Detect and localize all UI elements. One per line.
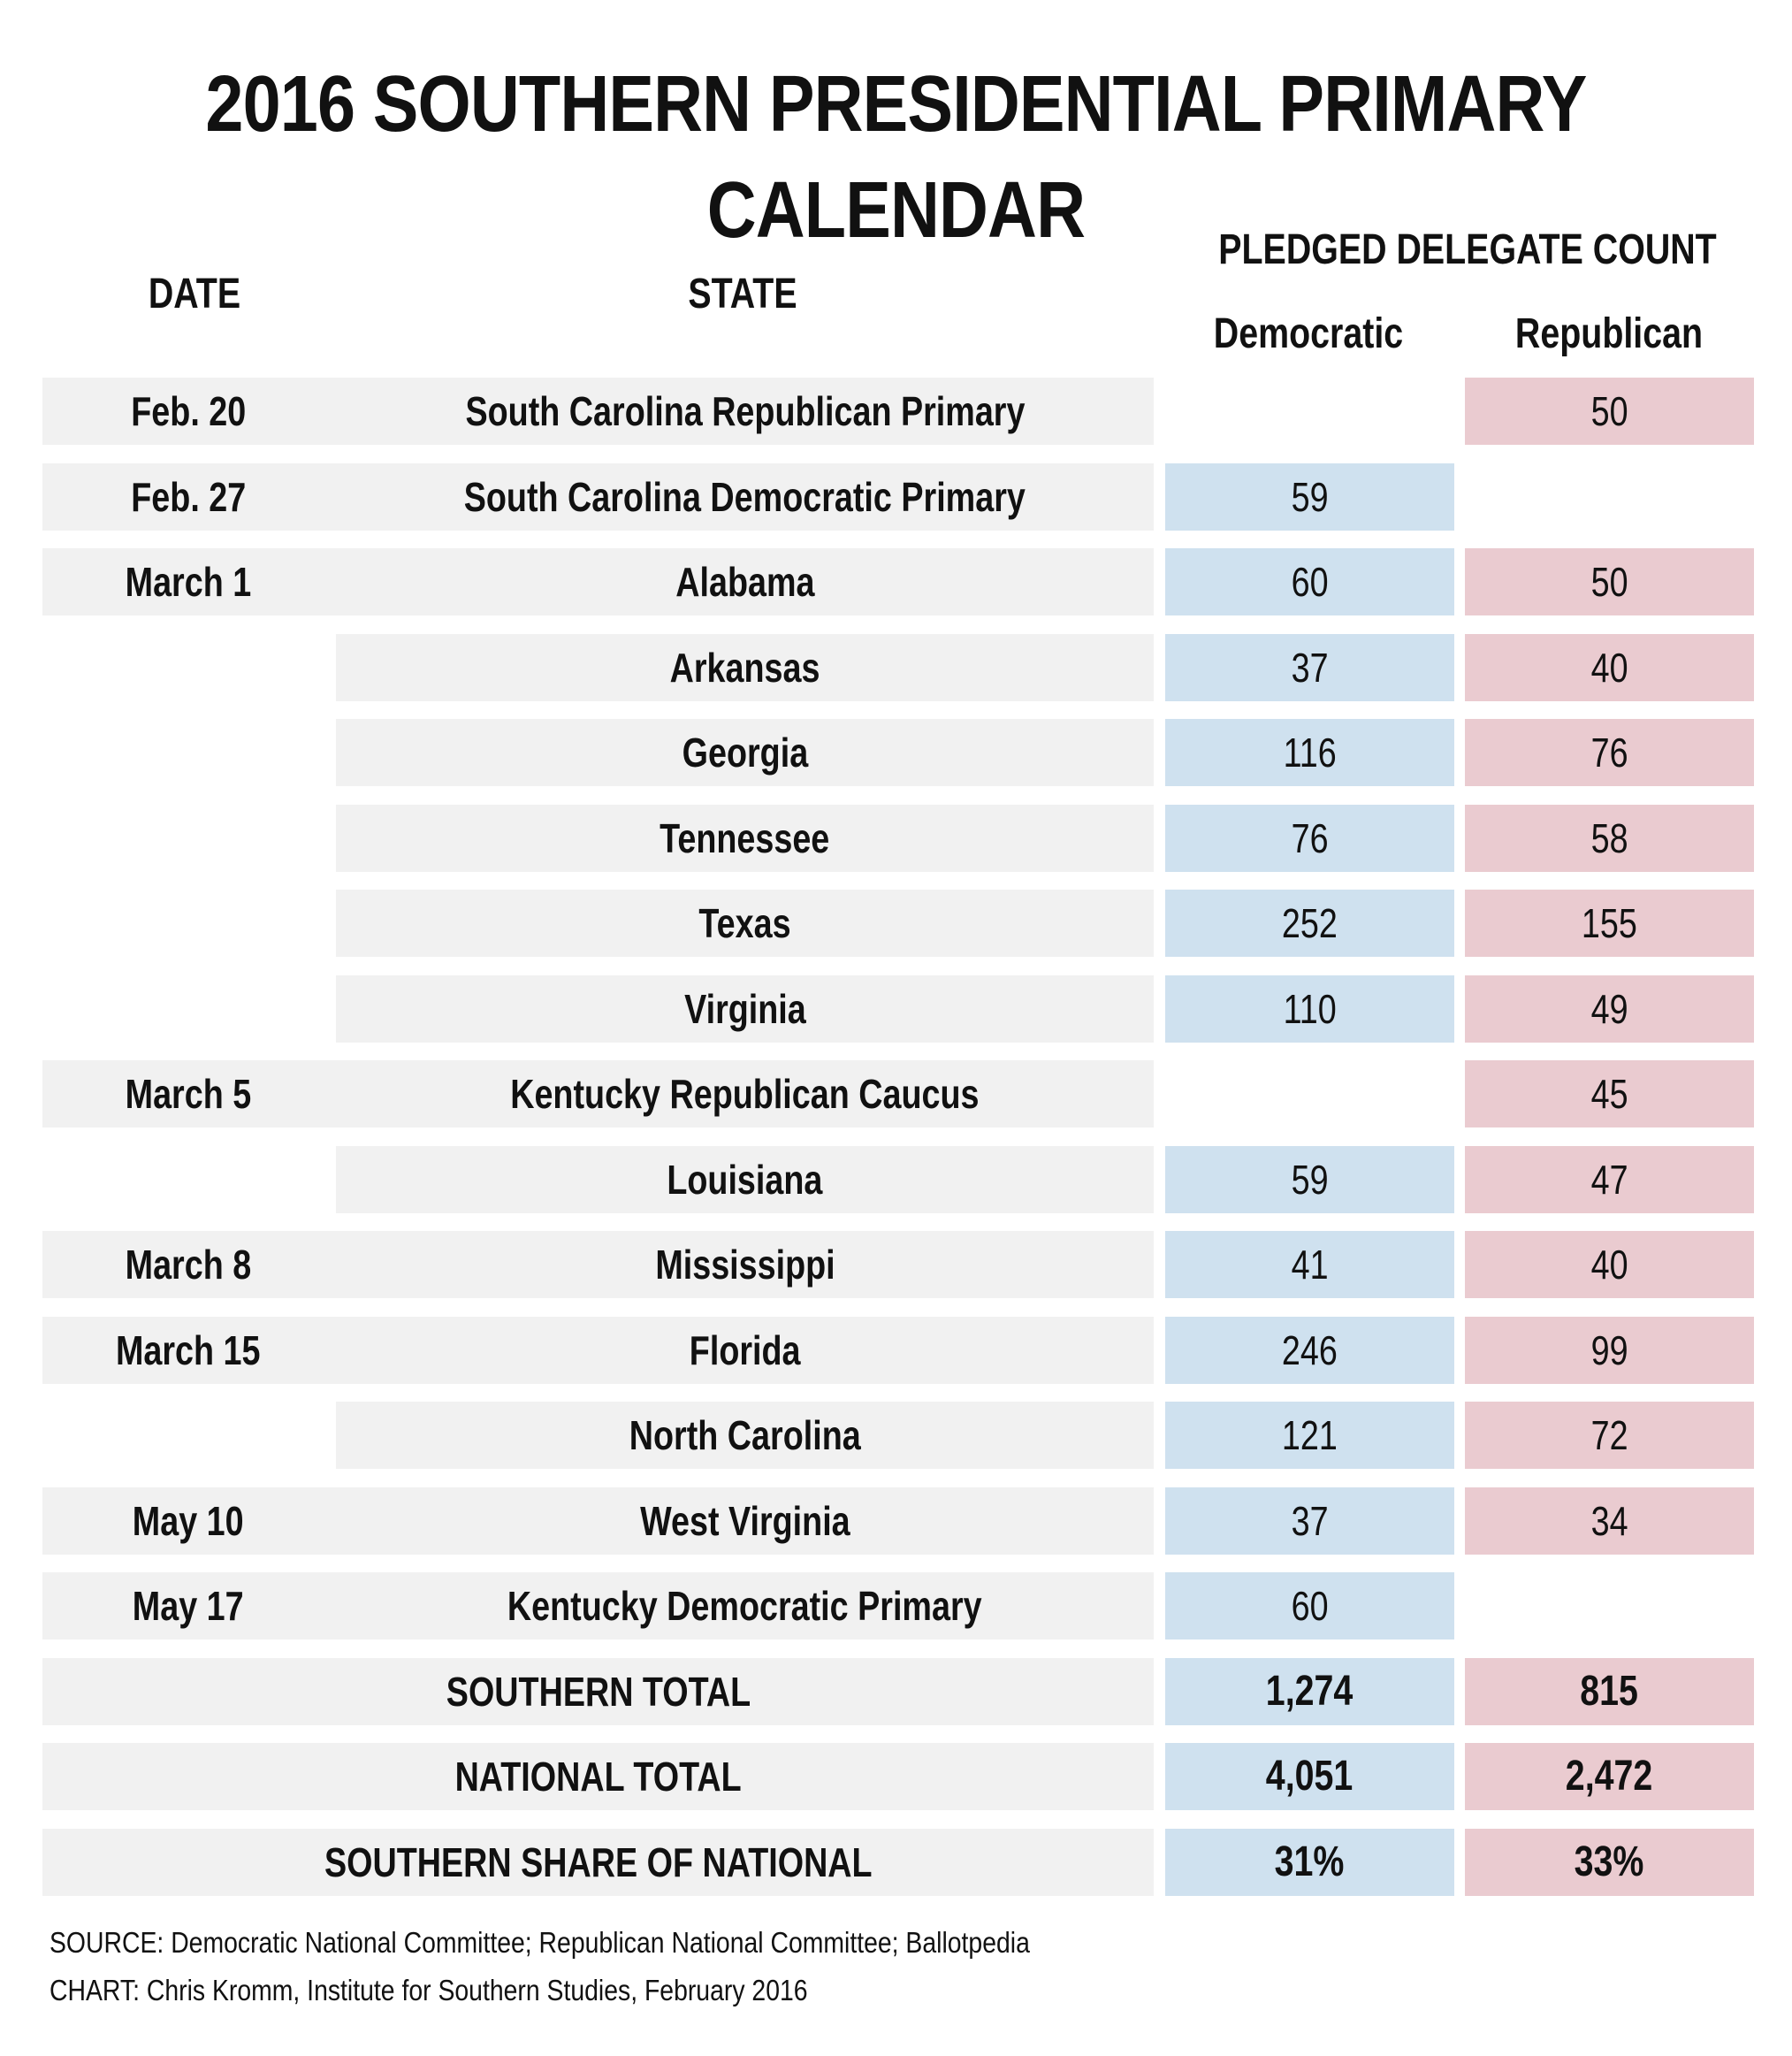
row-state: Georgia — [336, 719, 1154, 786]
row-state: South Carolina Democratic Primary — [463, 474, 1026, 520]
pledged-delegate-count-header: PLEDGED DELEGATE COUNT — [1218, 226, 1717, 273]
row-state: South Carolina Republican Primary — [465, 388, 1025, 434]
row-state: Arkansas — [336, 634, 1154, 701]
democratic-total: 1,274 — [1165, 1658, 1454, 1725]
row-state: Kentucky Democratic Primary — [507, 1583, 982, 1629]
republican-delegates: 34 — [1465, 1487, 1754, 1555]
republican-total: 2,472 — [1465, 1743, 1754, 1810]
republican-delegates: 49 — [1465, 975, 1754, 1043]
row-date: March 8 — [125, 1242, 252, 1288]
democratic-column-header: Democratic — [1213, 310, 1404, 357]
row-date-state-band — [42, 1060, 1154, 1127]
democratic-delegates: 121 — [1165, 1402, 1454, 1469]
total-label: NATIONAL TOTAL — [42, 1743, 1154, 1810]
row-date-state-band — [42, 548, 1154, 615]
row-state: Texas — [336, 890, 1154, 957]
row-date-state-band — [42, 1487, 1154, 1555]
source-note: SOURCE: Democratic National Committee; R… — [50, 1926, 1030, 1959]
democratic-delegates: 60 — [1165, 548, 1454, 615]
row-date-state-band — [42, 1231, 1154, 1298]
democratic-delegates: 60 — [1165, 1572, 1454, 1639]
democratic-delegates: 59 — [1165, 463, 1454, 531]
row-state: Florida — [689, 1327, 801, 1373]
total-label: SOUTHERN SHARE OF NATIONAL — [42, 1829, 1154, 1896]
democratic-delegates: 76 — [1165, 805, 1454, 872]
page-title: 2016 SOUTHERN PRESIDENTIAL PRIMARY CALEN… — [205, 60, 1587, 255]
democratic-delegates: 37 — [1165, 1487, 1454, 1555]
republican-delegates: 47 — [1465, 1146, 1754, 1213]
row-date: May 17 — [133, 1583, 244, 1629]
democratic-delegates: 116 — [1165, 719, 1454, 786]
row-date: Feb. 20 — [131, 388, 246, 434]
democratic-delegates: 252 — [1165, 890, 1454, 957]
row-date: March 1 — [125, 559, 252, 605]
row-state: North Carolina — [336, 1402, 1154, 1469]
row-date: March 5 — [125, 1071, 252, 1117]
democratic-delegates: 59 — [1165, 1146, 1454, 1213]
row-state: Mississippi — [654, 1242, 835, 1288]
democratic-delegates: 37 — [1165, 634, 1454, 701]
row-state: Virginia — [336, 975, 1154, 1043]
row-state: Alabama — [675, 559, 815, 605]
republican-delegates: 45 — [1465, 1060, 1754, 1127]
democratic-delegates: 41 — [1165, 1231, 1454, 1298]
state-column-header: STATE — [688, 271, 797, 317]
democratic-total: 31% — [1165, 1829, 1454, 1896]
democratic-delegates: 246 — [1165, 1317, 1454, 1384]
republican-total: 815 — [1465, 1658, 1754, 1725]
row-state: West Virginia — [639, 1498, 850, 1544]
republican-delegates: 155 — [1465, 890, 1754, 957]
row-state: Tennessee — [336, 805, 1154, 872]
republican-column-header: Republican — [1514, 310, 1704, 357]
democratic-total: 4,051 — [1165, 1743, 1454, 1810]
republican-delegates: 40 — [1465, 1231, 1754, 1298]
row-date: March 15 — [116, 1327, 261, 1373]
republican-delegates: 72 — [1465, 1402, 1754, 1469]
row-date-state-band — [42, 1317, 1154, 1384]
row-date-state-band — [42, 463, 1154, 531]
row-date: Feb. 27 — [131, 474, 246, 520]
row-state: Kentucky Republican Caucus — [510, 1071, 980, 1117]
republican-delegates: 58 — [1465, 805, 1754, 872]
republican-delegates: 40 — [1465, 634, 1754, 701]
row-state: Louisiana — [336, 1146, 1154, 1213]
row-date-state-band — [42, 378, 1154, 445]
republican-delegates: 50 — [1465, 378, 1754, 445]
chart-credit: CHART: Chris Kromm, Institute for Southe… — [50, 1974, 808, 2006]
row-date-state-band — [42, 1572, 1154, 1639]
republican-delegates: 76 — [1465, 719, 1754, 786]
republican-delegates: 50 — [1465, 548, 1754, 615]
date-column-header: DATE — [148, 271, 241, 317]
row-date: May 10 — [133, 1498, 244, 1544]
republican-total: 33% — [1465, 1829, 1754, 1896]
democratic-delegates: 110 — [1165, 975, 1454, 1043]
total-label: SOUTHERN TOTAL — [42, 1658, 1154, 1725]
republican-delegates: 99 — [1465, 1317, 1754, 1384]
